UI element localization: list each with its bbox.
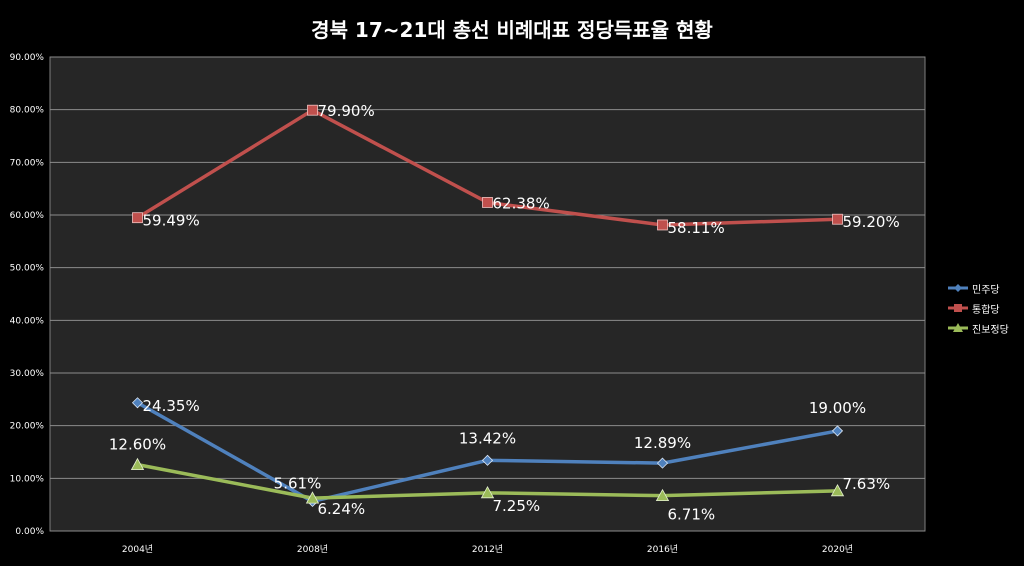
- y-tick-label: 40.00%: [10, 316, 45, 326]
- y-tick-label: 20.00%: [10, 422, 45, 432]
- data-point: [132, 212, 143, 224]
- data-point: [130, 457, 145, 471]
- data-point: [482, 197, 493, 208]
- y-tick-label: 50.00%: [10, 264, 45, 274]
- data-label: 6.71%: [668, 506, 716, 524]
- data-label: 13.42%: [459, 429, 516, 447]
- legend-item: 진보정당: [948, 318, 1009, 338]
- data-point: [481, 454, 494, 466]
- data-point: [480, 485, 495, 499]
- legend-swatch: [948, 304, 968, 312]
- data-label: 24.35%: [143, 397, 200, 415]
- data-label: 7.25%: [493, 497, 541, 515]
- x-tick-label: 2012년: [472, 544, 503, 555]
- data-label: 19.00%: [809, 399, 866, 417]
- y-tick-label: 90.00%: [10, 53, 45, 63]
- data-label: 79.90%: [318, 102, 375, 120]
- y-tick-label: 10.00%: [10, 474, 45, 484]
- legend-label: 민주당: [972, 284, 1000, 296]
- data-point: [307, 104, 318, 116]
- data-point: [832, 213, 843, 225]
- data-point: [131, 397, 144, 409]
- data-label: 62.38%: [493, 194, 550, 212]
- legend-swatch: [948, 284, 968, 292]
- data-label: 59.49%: [143, 212, 200, 230]
- y-tick-label: 0.00%: [15, 527, 44, 537]
- data-point: [831, 425, 844, 437]
- legend-label: 진보정당: [972, 324, 1009, 336]
- data-label: 7.63%: [843, 475, 891, 493]
- y-tick-label: 30.00%: [10, 369, 45, 379]
- data-point: [305, 491, 320, 504]
- y-tick-label: 60.00%: [10, 211, 45, 221]
- y-tick-label: 70.00%: [10, 158, 45, 168]
- data-label: 59.20%: [843, 213, 900, 231]
- data-point: [655, 488, 670, 502]
- data-label: 6.24%: [318, 500, 366, 518]
- data-point: [657, 219, 668, 231]
- data-label: 58.11%: [668, 219, 725, 237]
- chart-title: 경북 17~21대 총선 비례대표 정당득표율 현황: [311, 18, 713, 42]
- y-tick-label: 80.00%: [10, 106, 45, 116]
- plot-area: [49, 56, 926, 532]
- data-label: 12.89%: [634, 434, 691, 452]
- legend-item: 민주당: [948, 278, 1009, 298]
- x-tick-label: 2016년: [647, 544, 678, 555]
- legend-item: 통합당: [948, 298, 1009, 318]
- data-label: 5.61%: [274, 474, 322, 492]
- data-point: [656, 457, 669, 469]
- data-point: [830, 483, 845, 497]
- data-label: 12.60%: [109, 436, 166, 454]
- x-tick-label: 2004년: [122, 544, 153, 555]
- legend-swatch: [948, 323, 968, 332]
- x-tick-label: 2008년: [297, 544, 328, 555]
- x-tick-label: 2020년: [822, 544, 853, 555]
- legend-label: 통합당: [972, 304, 1000, 316]
